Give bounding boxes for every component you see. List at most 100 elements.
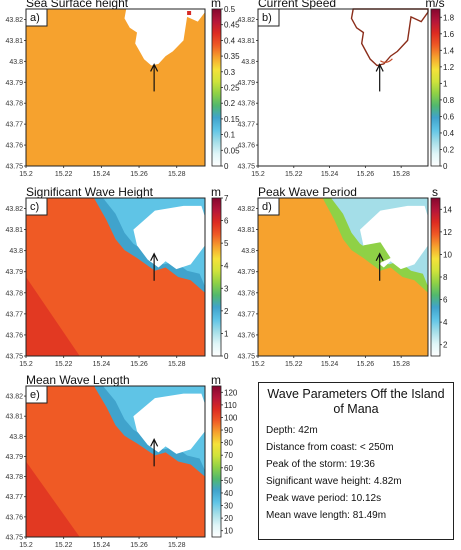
x-tick-1-1: 15.22 xyxy=(285,171,303,178)
y-tick-1-4: 43.79 xyxy=(237,80,255,87)
plot-frame-1 xyxy=(257,8,429,167)
cb-tick-4-0: 10 xyxy=(224,527,233,536)
x-tick-2-1: 15.22 xyxy=(55,361,73,368)
y-tick-2-3: 43.78 xyxy=(5,290,23,297)
cb-tick-4-6: 70 xyxy=(224,451,233,460)
panel-label-box-0 xyxy=(25,8,48,27)
cb-tick-3-0: 2 xyxy=(443,341,448,350)
current-streak-1 xyxy=(380,58,393,64)
info-box-list: Depth: 42m Distance from coast: < 250m P… xyxy=(266,422,446,524)
y-tick-3-0: 43.75 xyxy=(237,354,255,361)
plot-frame-4 xyxy=(25,385,206,538)
unit-label-1: m/s xyxy=(425,0,444,10)
y-tick-0-5: 43.8 xyxy=(9,59,23,66)
y-tick-2-0: 43.75 xyxy=(5,354,23,361)
y-tick-4-5: 43.8 xyxy=(9,434,23,441)
cb-tick-4-7: 80 xyxy=(224,439,233,448)
y-tick-0-2: 43.77 xyxy=(5,122,23,129)
x-tick-1-3: 15.26 xyxy=(357,171,375,178)
cb-tick-4-9: 100 xyxy=(224,413,238,422)
cb-tick-3-1: 4 xyxy=(443,318,448,327)
y-tick-2-7: 43.82 xyxy=(5,206,23,213)
cb-tick-0-2: 0.1 xyxy=(224,131,236,140)
info-depth: Depth: 42m xyxy=(266,425,318,436)
cb-tick-2-2: 2 xyxy=(224,307,229,316)
panel-title-2: Significant Wave Height xyxy=(26,185,154,199)
cb-tick-3-3: 8 xyxy=(443,273,448,282)
cb-tick-1-9: 1.8 xyxy=(443,13,455,22)
y-tick-4-3: 43.78 xyxy=(5,474,23,481)
cb-tick-1-8: 1.6 xyxy=(443,30,455,39)
x-tick-0-0: 15.2 xyxy=(19,171,33,178)
island-0 xyxy=(124,9,205,66)
y-tick-3-5: 43.8 xyxy=(241,248,255,255)
colorbar-3 xyxy=(430,197,441,357)
y-tick-4-4: 43.79 xyxy=(5,454,23,461)
y-tick-0-7: 43.82 xyxy=(5,17,23,24)
cb-tick-0-1: 0.05 xyxy=(224,146,240,155)
panel-label-box-3 xyxy=(257,197,280,216)
y-tick-1-1: 43.76 xyxy=(237,143,255,150)
island-4 xyxy=(133,393,205,454)
colorbar-0 xyxy=(211,8,222,167)
unit-label-2: m xyxy=(211,185,221,199)
info-wave-period: Peak wave period: 10.12s xyxy=(266,493,382,504)
y-tick-3-7: 43.82 xyxy=(237,206,255,213)
cb-tick-2-7: 7 xyxy=(224,194,229,203)
arrow-head-2 xyxy=(150,252,159,262)
x-tick-2-0: 15.2 xyxy=(19,361,33,368)
cb-tick-0-4: 0.2 xyxy=(224,99,236,108)
plot-frame-3 xyxy=(257,197,429,357)
info-storm-peak: Peak of the storm: 19:36 xyxy=(266,459,375,470)
y-tick-4-2: 43.77 xyxy=(5,494,23,501)
cb-tick-1-5: 1 xyxy=(443,79,448,88)
x-tick-3-0: 15.2 xyxy=(251,361,265,368)
x-tick-3-3: 15.26 xyxy=(357,361,375,368)
y-tick-1-6: 43.81 xyxy=(237,38,255,45)
y-tick-4-0: 43.75 xyxy=(5,535,23,542)
y-tick-4-7: 43.82 xyxy=(5,394,23,401)
y-tick-4-1: 43.76 xyxy=(5,514,23,521)
x-tick-0-4: 15.28 xyxy=(168,171,186,178)
panel-0: Sea Surface height m a) 43.75 43.76 43.77 43.7… xyxy=(5,0,240,178)
cb-tick-2-6: 6 xyxy=(224,217,229,226)
panel-title-3: Peak Wave Period xyxy=(258,185,357,199)
y-tick-1-7: 43.82 xyxy=(237,17,255,24)
cb-tick-1-4: 0.8 xyxy=(443,96,455,105)
panel-label-3: d) xyxy=(262,201,272,213)
panel-label-4: e) xyxy=(30,389,40,401)
cb-tick-2-5: 5 xyxy=(224,239,229,248)
y-tick-2-5: 43.8 xyxy=(9,248,23,255)
y-tick-2-1: 43.76 xyxy=(5,332,23,339)
high-point-0 xyxy=(187,11,192,15)
cb-tick-4-2: 30 xyxy=(224,502,233,511)
cb-tick-1-3: 0.6 xyxy=(443,112,455,121)
colorbar-4 xyxy=(211,385,222,538)
cb-tick-0-9: 0.45 xyxy=(224,21,240,30)
panel-label-box-4 xyxy=(25,385,48,404)
y-tick-3-2: 43.77 xyxy=(237,311,255,318)
colorbar-1 xyxy=(430,8,441,167)
cb-tick-3-4: 10 xyxy=(443,250,452,259)
cb-tick-1-2: 0.4 xyxy=(443,129,455,138)
arrow-head-0 xyxy=(150,63,159,72)
cb-tick-2-4: 4 xyxy=(224,262,229,271)
cb-tick-0-3: 0.15 xyxy=(224,115,240,124)
cb-tick-0-7: 0.35 xyxy=(224,52,240,61)
deep-band-4 xyxy=(26,461,80,537)
cb-tick-3-5: 12 xyxy=(443,228,452,237)
arrow-head-4 xyxy=(150,438,159,447)
cb-tick-2-1: 1 xyxy=(224,329,229,338)
cb-tick-0-6: 0.3 xyxy=(224,68,236,77)
x-tick-3-2: 15.24 xyxy=(321,361,339,368)
x-tick-2-3: 15.26 xyxy=(130,361,148,368)
island-1 xyxy=(350,8,429,67)
info-distance: Distance from coast: < 250m xyxy=(266,442,394,453)
y-tick-0-0: 43.75 xyxy=(5,164,23,171)
cb-tick-1-0: 0 xyxy=(443,162,448,171)
cb-tick-4-4: 50 xyxy=(224,476,233,485)
panel-label-2: c) xyxy=(30,201,39,213)
x-tick-0-3: 15.26 xyxy=(130,171,148,178)
cb-tick-0-8: 0.4 xyxy=(224,36,236,45)
